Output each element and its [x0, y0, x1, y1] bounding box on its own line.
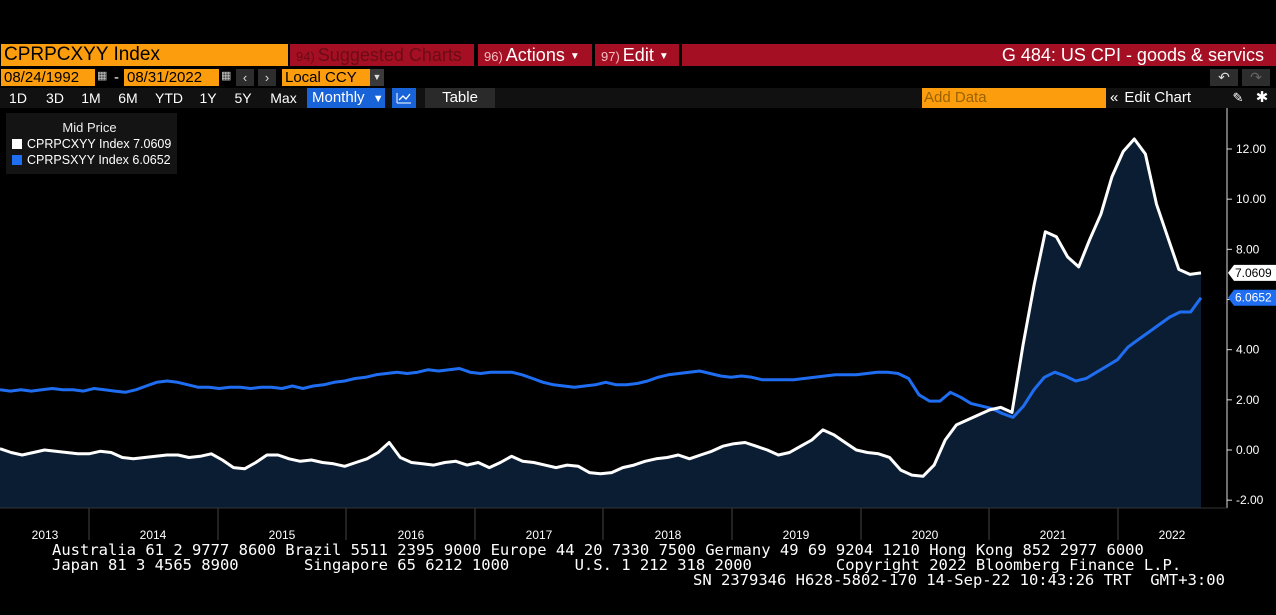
actions-menu-button[interactable]: 96) Actions ▼ — [478, 44, 592, 66]
add-data-input[interactable]: Add Data — [922, 88, 1106, 108]
y-tick-label: 12.00 — [1236, 142, 1266, 156]
period-6m[interactable]: 6M — [118, 90, 138, 106]
x-tick-label: 2015 — [269, 528, 296, 540]
footer-contacts-line1: Australia 61 2 9777 8600 Brazil 5511 239… — [52, 541, 1144, 559]
plot-layer — [0, 137, 1203, 508]
last-value-tags: 7.0609 6.0652 — [1228, 264, 1276, 306]
suggested-charts-button[interactable]: 94) Suggested Charts — [290, 44, 474, 66]
date-separator: - — [114, 69, 119, 86]
y-tick-label: -2.00 — [1236, 493, 1264, 507]
edit-menu-button[interactable]: 97) Edit ▼ — [595, 44, 679, 66]
period-max[interactable]: Max — [270, 90, 297, 106]
edit-number: 97) — [601, 49, 620, 64]
last-value-tag-bg — [1228, 264, 1276, 281]
footer-session-line: SN 2379346 H628-5802-170 14-Sep-22 10:43… — [693, 571, 1225, 589]
pencil-edit-icon[interactable]: ✎ — [1232, 90, 1244, 105]
legend-swatch-blue — [12, 155, 22, 165]
y-tick-label: 10.00 — [1236, 192, 1266, 206]
gear-icon[interactable]: ✱ — [1255, 89, 1269, 106]
x-tick-label: 2014 — [140, 528, 167, 540]
period-1m[interactable]: 1M — [81, 90, 101, 106]
currency-value: Local CCY — [285, 69, 357, 86]
y-tick-label: 4.00 — [1236, 343, 1260, 357]
currency-select[interactable]: Local CCY ▼ — [282, 69, 384, 86]
x-tick-label: 2017 — [526, 528, 553, 540]
x-tick-label: 2020 — [912, 528, 939, 540]
table-button[interactable]: Table — [425, 88, 495, 108]
y-tick-label: 8.00 — [1236, 242, 1260, 256]
end-date-input[interactable]: 08/31/2022 — [124, 69, 219, 86]
period-3d[interactable]: 3D — [46, 90, 64, 106]
legend: Mid Price CPRPCXYY Index 7.0609 CPRPSXYY… — [6, 113, 177, 174]
x-tick-label: 2019 — [783, 528, 810, 540]
last-value-tag-label: 7.0609 — [1235, 266, 1272, 280]
double-chevron-left-icon: « — [1110, 89, 1119, 106]
suggested-charts-label: Suggested Charts — [317, 45, 462, 65]
edit-chart-button[interactable]: « Edit Chart — [1110, 88, 1225, 108]
period-ytd[interactable]: YTD — [155, 90, 183, 106]
caret-down-icon: ▼ — [372, 93, 384, 105]
legend-label: CPRPSXYY Index 6.0652 — [27, 153, 171, 167]
actions-label: Actions — [505, 45, 565, 65]
series-area-fill — [0, 139, 1201, 508]
calendar-icon[interactable]: ▦ — [221, 70, 232, 82]
ticker-field[interactable]: CPRPCXYY Index — [1, 44, 288, 66]
undo-icon[interactable]: ↶ — [1210, 69, 1238, 86]
actions-number: 96) — [484, 49, 503, 64]
footer-contacts-line2: Japan 81 3 4565 8900 Singapore 65 6212 1… — [52, 556, 1182, 574]
x-tick-label: 2013 — [32, 528, 59, 540]
legend-title: Mid Price — [62, 120, 117, 135]
legend-swatch-white — [12, 139, 22, 149]
x-tick-label: 2018 — [655, 528, 682, 540]
period-1d[interactable]: 1D — [9, 90, 27, 106]
legend-item: CPRPCXYY Index 7.0609 — [12, 137, 171, 151]
last-value-tag-bg — [1228, 289, 1276, 306]
x-tick-label: 2021 — [1040, 528, 1067, 540]
period-5y[interactable]: 5Y — [234, 90, 252, 106]
previous-arrow-icon[interactable]: ‹ — [236, 69, 254, 86]
caret-down-icon: ▼ — [569, 51, 580, 62]
line-chart-icon[interactable] — [392, 88, 416, 108]
x-tick-label: 2016 — [398, 528, 425, 540]
redo-icon[interactable]: ↷ — [1242, 69, 1270, 86]
last-value-tag-label: 6.0652 — [1235, 291, 1272, 305]
y-tick-label: 2.00 — [1236, 393, 1260, 407]
caret-down-icon: ▼ — [658, 51, 669, 62]
start-date-input[interactable]: 08/24/1992 — [1, 69, 95, 86]
x-axis: 2013 2014 2015 2016 2017 2018 2019 2020 2021 2022 — [0, 507, 1227, 540]
frequency-value: Monthly — [312, 89, 365, 106]
edit-chart-label: Edit Chart — [1124, 89, 1192, 106]
series-line-cprpcxyy — [0, 137, 1202, 478]
series-line-cprpsxyy — [0, 296, 1203, 419]
chevron-down-icon: ▼ — [370, 69, 384, 86]
edit-label: Edit — [622, 45, 654, 65]
next-arrow-icon[interactable]: › — [258, 69, 276, 86]
suggested-charts-number: 94) — [296, 49, 315, 64]
x-tick-label: 2022 — [1159, 528, 1186, 540]
legend-item: CPRPSXYY Index 6.0652 — [12, 153, 171, 167]
period-1y[interactable]: 1Y — [199, 90, 217, 106]
legend-label: CPRPCXYY Index 7.0609 — [27, 137, 172, 151]
line-chart-glyph — [396, 93, 411, 104]
page-title: G 484: US CPI - goods & servics — [682, 44, 1276, 66]
frequency-select[interactable]: Monthly ▼ — [307, 88, 385, 108]
calendar-icon[interactable]: ▦ — [97, 70, 108, 82]
y-tick-label: 0.00 — [1236, 443, 1260, 457]
